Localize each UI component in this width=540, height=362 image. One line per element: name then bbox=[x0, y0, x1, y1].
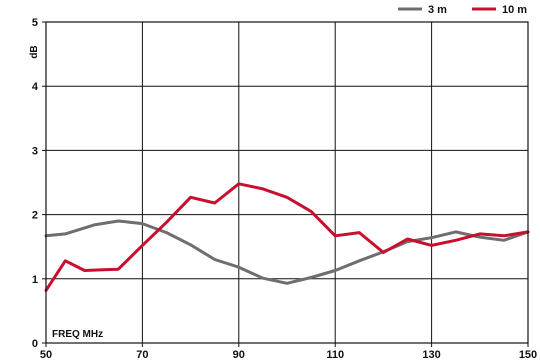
x-axis-label: FREQ MHz bbox=[52, 329, 103, 340]
x-tick-label: 150 bbox=[519, 349, 537, 361]
legend-label-1: 3 m bbox=[428, 4, 447, 16]
x-tick-label: 90 bbox=[233, 349, 245, 361]
x-axis: 50 70 90 110 130 150 bbox=[40, 343, 537, 361]
y-axis-label: dB bbox=[29, 45, 40, 58]
plot-frame bbox=[45, 21, 529, 344]
legend-label-2: 10 m bbox=[502, 4, 527, 16]
series-line-2 bbox=[44, 182, 530, 292]
x-tick-label: 70 bbox=[136, 349, 148, 361]
x-tick-label: 110 bbox=[326, 349, 344, 361]
grid bbox=[46, 22, 528, 343]
series-layer bbox=[44, 182, 530, 292]
legend: 3 m 10 m bbox=[398, 4, 527, 16]
y-tick-label: 4 bbox=[32, 81, 39, 93]
y-tick-label: 2 bbox=[32, 210, 38, 222]
y-tick-label: 5 bbox=[32, 17, 38, 29]
y-tick-label: 0 bbox=[32, 338, 38, 350]
series-line-1 bbox=[44, 219, 530, 285]
x-tick-label: 50 bbox=[40, 349, 52, 361]
x-tick-label: 130 bbox=[422, 349, 440, 361]
y-tick-label: 3 bbox=[32, 145, 38, 157]
y-axis: 0 1 2 3 4 5 bbox=[32, 17, 46, 350]
y-tick-label: 1 bbox=[32, 274, 38, 286]
